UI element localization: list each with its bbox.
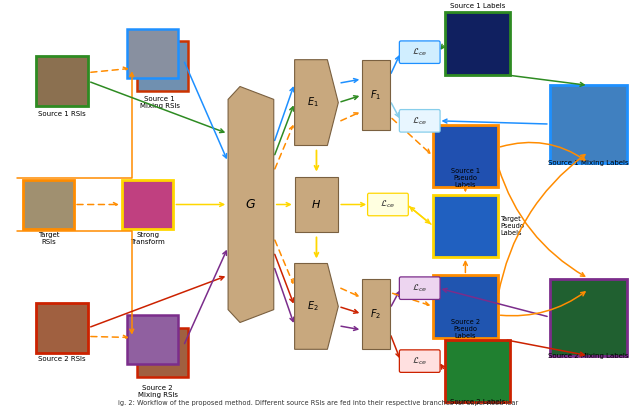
Text: $\mathcal{L}_{ce}$: $\mathcal{L}_{ce}$ [380, 199, 396, 210]
Text: Source 2 Mixing Labels: Source 2 Mixing Labels [548, 353, 628, 359]
FancyBboxPatch shape [433, 125, 498, 187]
Text: Source 1
Mixing RSIs: Source 1 Mixing RSIs [140, 96, 180, 109]
Text: ig. 2: Workflow of the proposed method. Different source RSIs are fed into their: ig. 2: Workflow of the proposed method. … [118, 400, 518, 406]
Text: $F_1$: $F_1$ [371, 88, 381, 102]
Text: Source 1 RSIs: Source 1 RSIs [38, 111, 86, 117]
FancyBboxPatch shape [294, 177, 339, 232]
FancyBboxPatch shape [22, 180, 74, 229]
Text: Target
RSIs: Target RSIs [38, 232, 59, 245]
FancyBboxPatch shape [445, 13, 509, 75]
FancyBboxPatch shape [399, 110, 440, 132]
Text: Source 1
Pseudo
Labels: Source 1 Pseudo Labels [451, 169, 480, 189]
FancyBboxPatch shape [399, 277, 440, 299]
Text: $\mathcal{L}_{ce}$: $\mathcal{L}_{ce}$ [412, 355, 428, 367]
Text: $E_{1}$: $E_{1}$ [307, 96, 319, 110]
FancyBboxPatch shape [127, 29, 179, 78]
FancyBboxPatch shape [367, 193, 408, 216]
Polygon shape [294, 263, 339, 349]
Text: $\mathcal{L}_{ce}$: $\mathcal{L}_{ce}$ [412, 47, 428, 58]
FancyBboxPatch shape [445, 339, 509, 402]
Text: $\mathcal{L}_{ce}$: $\mathcal{L}_{ce}$ [412, 115, 428, 126]
Text: Strong
Transform: Strong Transform [131, 232, 165, 245]
FancyBboxPatch shape [399, 350, 440, 372]
Text: $\mathcal{L}_{ce}$: $\mathcal{L}_{ce}$ [412, 283, 428, 294]
Text: Source 2 Labels: Source 2 Labels [450, 399, 505, 405]
FancyBboxPatch shape [122, 180, 173, 229]
FancyBboxPatch shape [362, 60, 390, 130]
Polygon shape [228, 87, 274, 322]
Text: Source 2
Pseudo
Labels: Source 2 Pseudo Labels [451, 319, 480, 339]
FancyBboxPatch shape [127, 315, 179, 364]
FancyBboxPatch shape [550, 279, 627, 356]
FancyBboxPatch shape [36, 56, 88, 106]
FancyBboxPatch shape [36, 303, 88, 353]
FancyBboxPatch shape [137, 328, 188, 377]
Text: $E_{2}$: $E_{2}$ [307, 299, 319, 313]
Polygon shape [294, 60, 339, 146]
Text: Source 2 RSIs: Source 2 RSIs [38, 356, 86, 362]
Text: $G$: $G$ [245, 198, 257, 211]
FancyBboxPatch shape [433, 275, 498, 337]
FancyBboxPatch shape [550, 85, 627, 163]
FancyBboxPatch shape [137, 41, 188, 91]
Text: $F_2$: $F_2$ [371, 307, 381, 321]
Text: Source 2
Mixing RSIs: Source 2 Mixing RSIs [138, 385, 177, 398]
FancyBboxPatch shape [399, 41, 440, 63]
Text: $H$: $H$ [312, 198, 321, 211]
Text: Source 1 Labels: Source 1 Labels [450, 3, 505, 9]
Text: Source 1 Mixing Labels: Source 1 Mixing Labels [548, 160, 629, 166]
Text: Target
Pseudo
Labels: Target Pseudo Labels [500, 216, 525, 236]
FancyBboxPatch shape [362, 279, 390, 349]
FancyBboxPatch shape [433, 195, 498, 257]
